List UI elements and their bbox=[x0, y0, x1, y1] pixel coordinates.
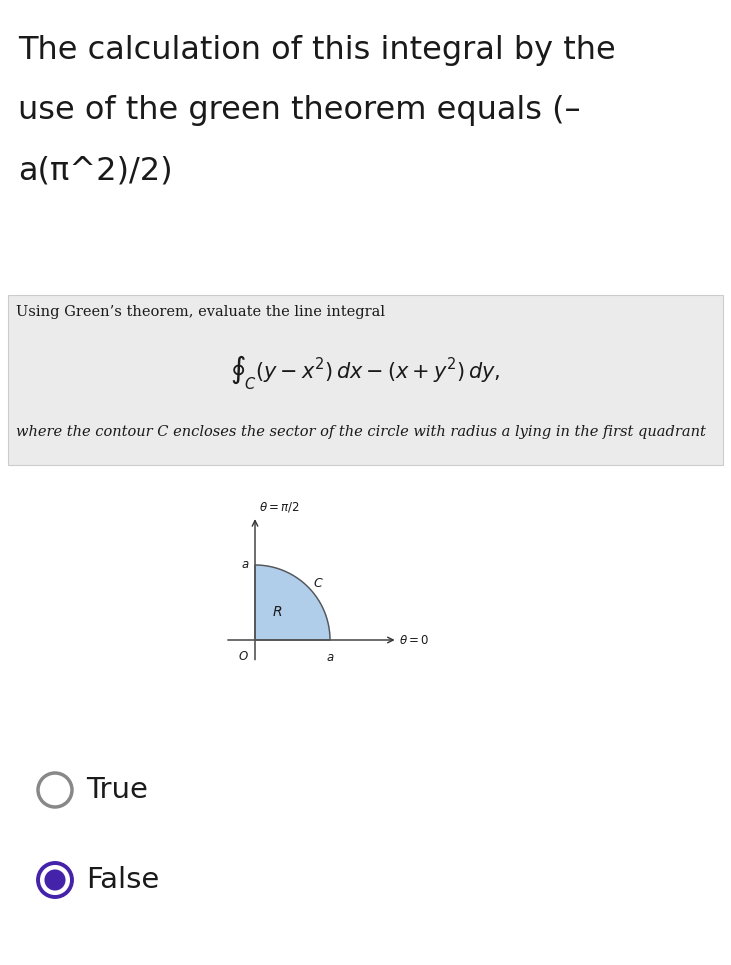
Text: True: True bbox=[86, 776, 148, 804]
Polygon shape bbox=[255, 565, 330, 640]
Text: $R$: $R$ bbox=[273, 604, 283, 619]
Text: Using Green’s theorem, evaluate the line integral: Using Green’s theorem, evaluate the line… bbox=[16, 305, 385, 319]
Circle shape bbox=[45, 869, 66, 891]
Text: $O$: $O$ bbox=[238, 650, 249, 663]
Text: $\theta = \pi/2$: $\theta = \pi/2$ bbox=[259, 500, 300, 514]
Text: $a$: $a$ bbox=[326, 651, 334, 664]
Text: False: False bbox=[86, 866, 159, 894]
Text: $\theta = 0$: $\theta = 0$ bbox=[399, 633, 429, 647]
Text: use of the green theorem equals (–: use of the green theorem equals (– bbox=[18, 95, 580, 126]
Text: The calculation of this integral by the: The calculation of this integral by the bbox=[18, 35, 616, 66]
Text: a(π^2)/2): a(π^2)/2) bbox=[18, 155, 173, 186]
Text: where the contour C encloses the sector of the circle with radius a lying in the: where the contour C encloses the sector … bbox=[16, 425, 706, 439]
Bar bbox=[8, 295, 723, 465]
Text: $C$: $C$ bbox=[313, 577, 324, 591]
Text: $a$: $a$ bbox=[240, 559, 249, 571]
Text: $\oint_C (y - x^2)\,dx - (x + y^2)\,dy,$: $\oint_C (y - x^2)\,dx - (x + y^2)\,dy,$ bbox=[230, 353, 500, 392]
